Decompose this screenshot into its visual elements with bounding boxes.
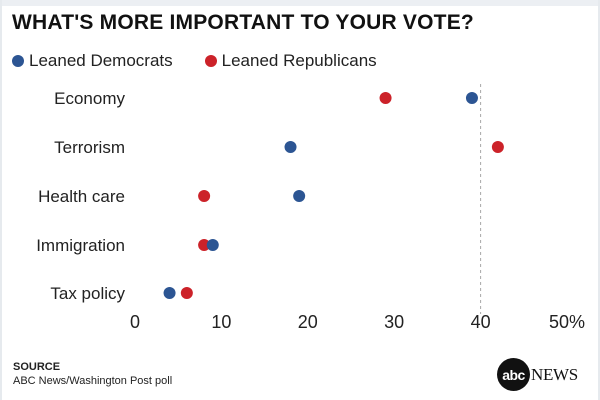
abc-logo-mark: abc <box>497 358 530 391</box>
x-tick-3: 30 <box>384 312 404 332</box>
legend-dot-republicans <box>204 55 217 67</box>
legend-label-republicans: Leaned Republicans <box>221 51 377 70</box>
category-label-economy: Economy <box>54 89 125 108</box>
abc-logo-word: NEWS <box>531 364 578 384</box>
legend-item-republicans: Leaned Republicans <box>204 51 377 71</box>
point-republicans-immigration <box>198 239 211 251</box>
point-democrats-terrorism <box>284 141 297 153</box>
x-tick-4: 40 <box>471 312 491 332</box>
point-republicans-tax-policy <box>180 287 193 299</box>
category-label-terrorism: Terrorism <box>54 138 125 157</box>
point-democrats-tax-policy <box>163 287 176 299</box>
category-label-tax-policy: Tax policy <box>50 284 125 303</box>
legend-label-democrats: Leaned Democrats <box>29 51 173 70</box>
x-tick-1: 10 <box>211 312 231 332</box>
left-edge <box>0 0 2 400</box>
x-tick-5: 50% <box>549 312 585 332</box>
top-edge <box>0 0 600 6</box>
x-tick-0: 0 <box>130 312 140 332</box>
point-republicans-health-care <box>198 190 211 202</box>
right-edge <box>598 0 600 400</box>
point-democrats-health-care <box>293 190 306 202</box>
legend-dot-democrats <box>12 55 24 67</box>
point-democrats-immigration <box>206 239 219 251</box>
point-democrats-economy <box>465 92 478 104</box>
point-republicans-economy <box>379 92 392 104</box>
source-label: SOURCE <box>13 361 61 373</box>
chart-legend: Leaned Democrats Leaned Republicans <box>12 51 409 71</box>
abc-news-logo: abc NEWS <box>497 358 578 391</box>
x-tick-2: 20 <box>298 312 318 332</box>
chart-title: WHAT'S MORE IMPORTANT TO YOUR VOTE? <box>12 11 474 34</box>
category-label-immigration: Immigration <box>36 236 125 255</box>
source-text: ABC News/Washington Post poll <box>13 375 173 387</box>
point-republicans-terrorism <box>491 141 504 153</box>
legend-item-democrats: Leaned Democrats <box>12 51 173 71</box>
category-label-health-care: Health care <box>38 187 125 206</box>
